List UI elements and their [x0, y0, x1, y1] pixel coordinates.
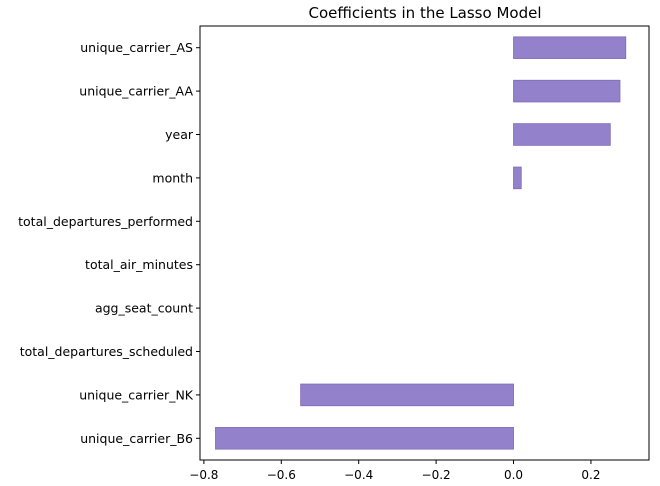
chart-title: Coefficients in the Lasso Model — [309, 4, 542, 22]
y-tick-label: unique_carrier_B6 — [80, 431, 193, 446]
y-tick-label: month — [152, 170, 193, 185]
bar-month — [513, 166, 522, 190]
y-tick-label: total_departures_scheduled — [20, 344, 193, 359]
y-tick-label: unique_carrier_AS — [80, 40, 193, 55]
y-tick-label: total_departures_performed — [18, 214, 193, 229]
x-tick-label: −0.4 — [344, 468, 373, 482]
x-tick-label: −0.8 — [189, 468, 218, 482]
y-tick-label: total_air_minutes — [85, 257, 193, 272]
bar-unique-carrier-B6 — [215, 427, 514, 450]
x-tick-label: 0.2 — [581, 468, 600, 482]
y-tick-label: unique_carrier_AA — [79, 84, 193, 99]
y-tick-label: unique_carrier_NK — [79, 387, 194, 402]
x-tick-label: −0.2 — [422, 468, 451, 482]
bar-unique-carrier-NK — [300, 383, 514, 407]
x-tick-label: 0.0 — [504, 468, 523, 482]
x-axis: −0.8 −0.6 −0.4 −0.2 0.0 0.2 — [189, 460, 600, 482]
x-tick-label: −0.6 — [267, 468, 296, 482]
bar-year — [513, 123, 611, 146]
plot-frame — [199, 25, 650, 461]
bars-layer — [215, 36, 627, 450]
bar-unique-carrier-AA — [513, 79, 621, 103]
y-tick-label: year — [165, 127, 194, 142]
bar-unique-carrier-AS — [513, 36, 627, 59]
y-tick-label: agg_seat_count — [95, 301, 193, 316]
